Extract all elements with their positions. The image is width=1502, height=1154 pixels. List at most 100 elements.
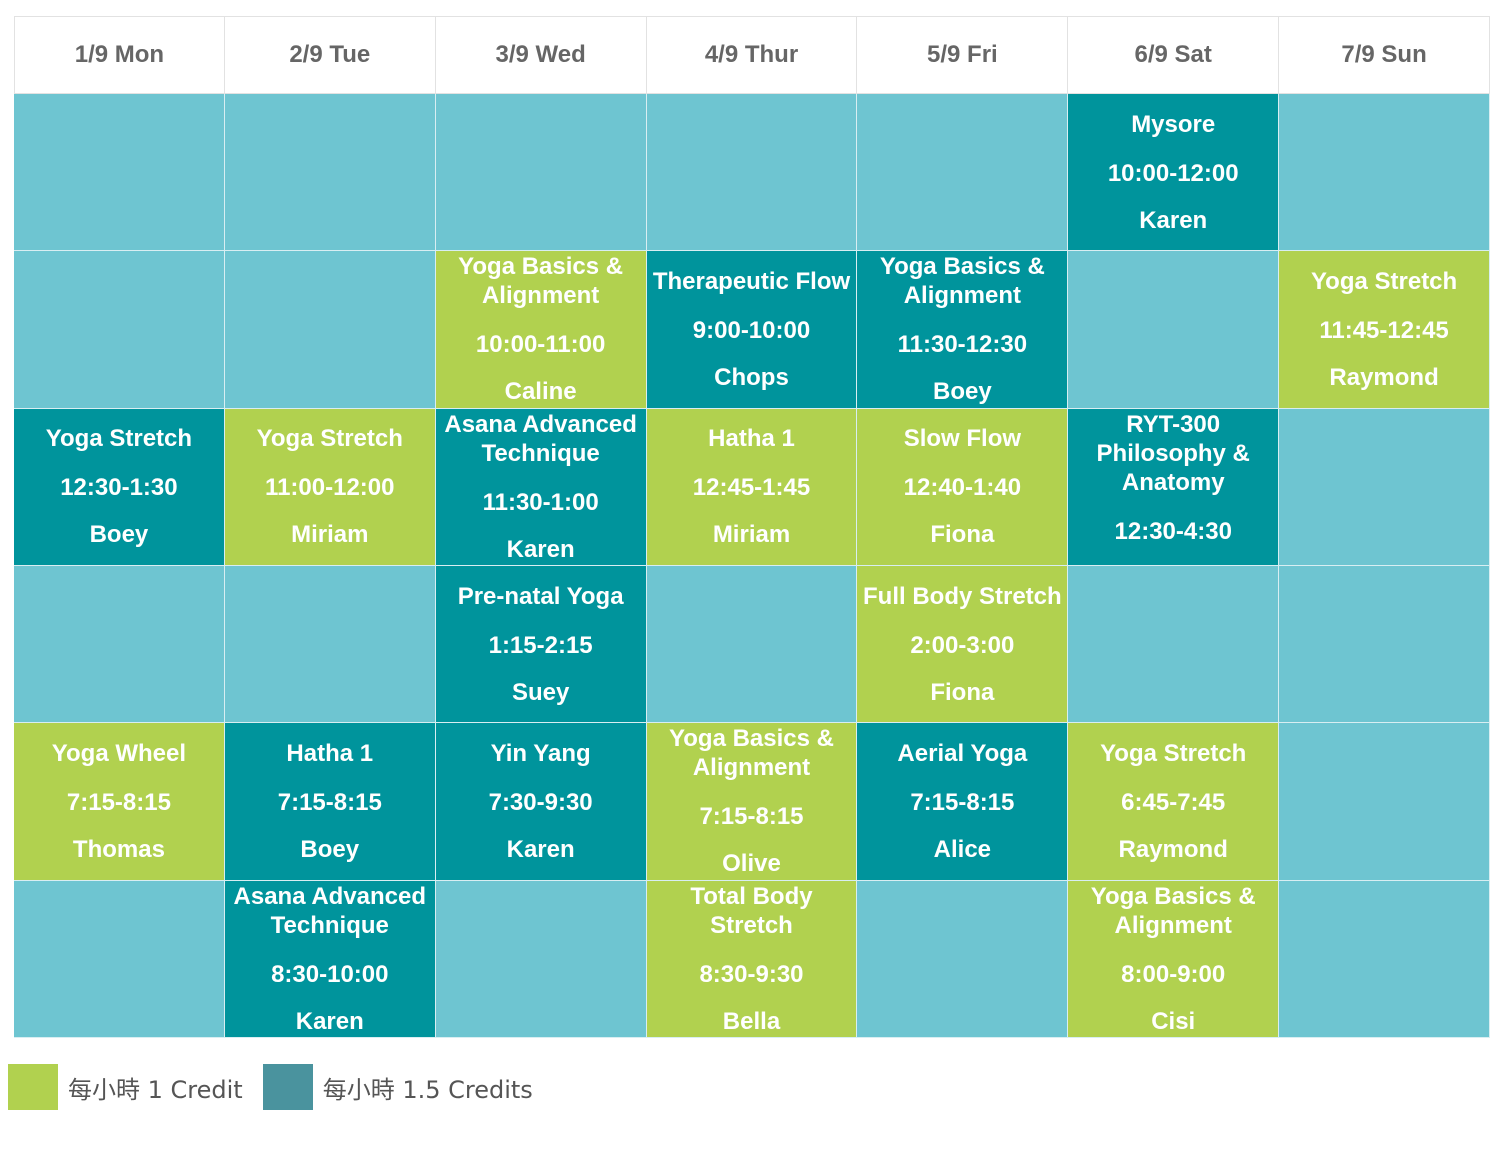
- empty-slot: [435, 880, 647, 1038]
- class-slot[interactable]: Full Body Stretch 2:00-3:00 Fiona: [857, 565, 1069, 724]
- class-name: Asana Advanced Technique: [444, 410, 637, 467]
- legend-label: 每小時 1.5 Credits: [322, 1075, 533, 1104]
- class-name: Yoga Stretch: [256, 425, 403, 453]
- class-teacher: Cisi: [1151, 1007, 1196, 1035]
- class-name: Hatha 1: [286, 739, 374, 767]
- class-time: 12:45-1:45: [692, 474, 811, 502]
- class-teacher: Alice: [933, 835, 992, 863]
- class-teacher: Fiona: [930, 678, 995, 706]
- class-time: 7:15-8:15: [699, 803, 804, 831]
- class-teacher: Chops: [714, 363, 789, 391]
- class-time: 12:40-1:40: [903, 474, 1022, 502]
- timetable-grid: 1/9 Mon 2/9 Tue 3/9 Wed 4/9 Thur 5/9 Fri 6/9 …: [14, 16, 1490, 1038]
- empty-slot: [224, 94, 436, 252]
- empty-slot: [224, 251, 436, 409]
- day-header: 3/9 Wed: [435, 16, 647, 94]
- class-time: 10:00-11:00: [475, 331, 606, 359]
- day-header: 1/9 Mon: [14, 16, 225, 94]
- class-slot[interactable]: Yin Yang 7:30-9:30 Karen: [435, 723, 647, 881]
- empty-slot: [1279, 723, 1490, 881]
- class-slot[interactable]: Pre-natal Yoga 1:15-2:15 Suey: [435, 565, 647, 724]
- class-time: 8:00-9:00: [1121, 960, 1226, 988]
- class-name: Therapeutic Flow: [652, 267, 851, 295]
- class-slot[interactable]: Asana Advanced Technique 8:30-10:00 Karen: [224, 880, 436, 1038]
- class-slot[interactable]: Yoga Wheel 7:15-8:15 Thomas: [14, 723, 225, 881]
- class-teacher: Miriam: [291, 521, 369, 549]
- legend-swatch: [8, 1064, 58, 1110]
- class-slot[interactable]: Aerial Yoga 7:15-8:15 Alice: [857, 723, 1069, 881]
- class-slot[interactable]: Yoga Basics & Alignment 8:00-9:00 Cisi: [1068, 880, 1280, 1038]
- class-teacher: Raymond: [1329, 363, 1439, 391]
- class-slot[interactable]: Yoga Basics & Alignment 7:15-8:15 Olive: [646, 723, 858, 881]
- empty-slot: [1279, 565, 1490, 724]
- class-teacher: Karen: [506, 835, 575, 863]
- class-slot[interactable]: Hatha 1 7:15-8:15 Boey: [224, 723, 436, 881]
- class-time: 7:15-8:15: [66, 788, 171, 816]
- class-name: Yoga Wheel: [51, 739, 187, 767]
- class-slot[interactable]: Mysore 10:00-12:00 Karen: [1068, 94, 1280, 252]
- class-time: 10:00-12:00: [1107, 159, 1239, 187]
- legend-label: 每小時 1 Credit: [68, 1075, 243, 1104]
- class-slot[interactable]: Yoga Stretch 11:45-12:45 Raymond: [1279, 251, 1490, 409]
- class-name: Yoga Basics & Alignment: [458, 253, 624, 310]
- class-time: 8:30-10:00: [271, 960, 389, 988]
- legend-item: 每小時 1 Credit: [8, 1064, 243, 1110]
- class-name: Yin Yang: [490, 739, 591, 767]
- class-time: 7:15-8:15: [910, 788, 1015, 816]
- class-teacher: Karen: [506, 535, 575, 563]
- class-teacher: Bella: [722, 1007, 781, 1035]
- empty-slot: [14, 94, 225, 252]
- empty-slot: [646, 94, 858, 252]
- empty-slot: [14, 880, 225, 1038]
- class-slot[interactable]: Hatha 1 12:45-1:45 Miriam: [646, 408, 858, 566]
- class-name: Pre-natal Yoga: [457, 582, 624, 610]
- class-name: Yoga Basics & Alignment: [879, 253, 1045, 310]
- class-teacher: Raymond: [1118, 835, 1228, 863]
- class-name: Full Body Stretch: [863, 582, 1062, 610]
- class-name: Yoga Basics & Alignment: [669, 725, 834, 782]
- class-slot[interactable]: Yoga Stretch 11:00-12:00 Miriam: [224, 408, 436, 566]
- class-time: 7:15-8:15: [277, 788, 382, 816]
- empty-slot: [435, 94, 647, 252]
- class-time: 11:45-12:45: [1319, 316, 1449, 344]
- legend: 每小時 1 Credit 每小時 1.5 Credits: [8, 1064, 553, 1110]
- empty-slot: [1279, 94, 1490, 252]
- class-slot[interactable]: Yoga Stretch 12:30-1:30 Boey: [14, 408, 225, 566]
- class-slot[interactable]: Yoga Basics & Alignment 11:30-12:30 Boey: [857, 251, 1069, 409]
- class-time: 9:00-10:00: [692, 316, 811, 344]
- class-teacher: Suey: [511, 678, 570, 706]
- class-time: 12:30-4:30: [1114, 517, 1232, 545]
- empty-slot: [857, 94, 1069, 252]
- class-name: Yoga Stretch: [1310, 267, 1458, 295]
- class-teacher: Miriam: [712, 521, 791, 549]
- class-name: RYT-300 Philosophy & Anatomy: [1096, 410, 1250, 496]
- class-slot[interactable]: Therapeutic Flow 9:00-10:00 Chops: [646, 251, 858, 409]
- class-time: 7:30-9:30: [488, 788, 593, 816]
- class-time: 11:30-12:30: [897, 331, 1028, 359]
- class-teacher: Fiona: [930, 521, 995, 549]
- class-slot[interactable]: Total Body Stretch 8:30-9:30 Bella: [646, 880, 858, 1038]
- legend-item: 每小時 1.5 Credits: [262, 1064, 533, 1110]
- class-teacher: Boey: [933, 378, 992, 406]
- empty-slot: [14, 565, 225, 724]
- class-name: Total Body Stretch: [690, 882, 813, 939]
- class-slot[interactable]: Slow Flow 12:40-1:40 Fiona: [857, 408, 1069, 566]
- day-header: 6/9 Sat: [1068, 16, 1280, 94]
- class-slot[interactable]: Yoga Stretch 6:45-7:45 Raymond: [1068, 723, 1280, 881]
- class-name: Hatha 1: [708, 425, 795, 453]
- class-time: 1:15-2:15: [488, 631, 593, 659]
- empty-slot: [1279, 408, 1490, 566]
- day-header: 4/9 Thur: [646, 16, 858, 94]
- day-header: 2/9 Tue: [224, 16, 436, 94]
- class-time: 6:45-7:45: [1121, 788, 1226, 816]
- class-name: Yoga Stretch: [45, 425, 193, 453]
- class-slot[interactable]: RYT-300 Philosophy & Anatomy 12:30-4:30: [1068, 408, 1280, 566]
- class-teacher: Boey: [300, 835, 360, 863]
- empty-slot: [1279, 880, 1490, 1038]
- class-teacher: Boey: [89, 521, 149, 549]
- class-slot[interactable]: Yoga Basics & Alignment 10:00-11:00 Caline: [435, 251, 647, 409]
- class-time: 2:00-3:00: [910, 631, 1015, 659]
- class-name: Asana Advanced Technique: [233, 882, 427, 939]
- empty-slot: [1068, 251, 1280, 409]
- class-slot[interactable]: Asana Advanced Technique 11:30-1:00 Karen: [435, 408, 647, 566]
